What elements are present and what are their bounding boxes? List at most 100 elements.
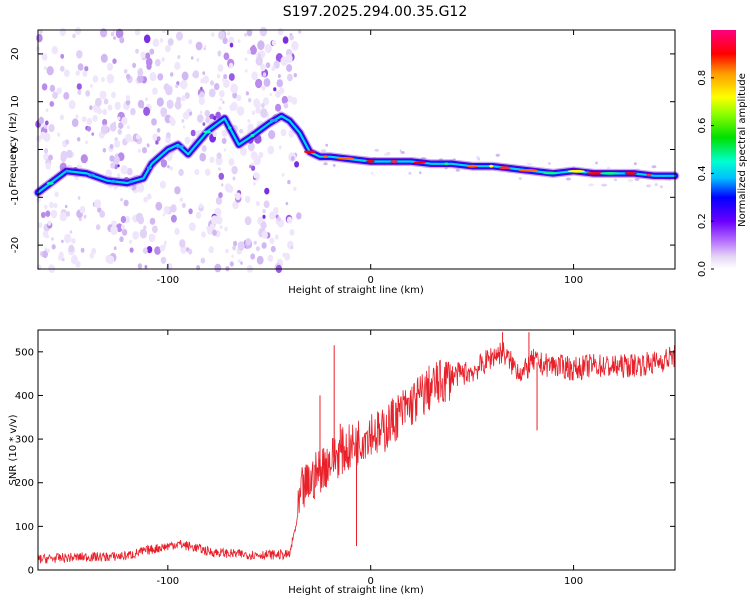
- spectrogram-hot-spot: [175, 145, 184, 149]
- spectrogram-noise-blob: [109, 122, 117, 132]
- spectrogram-noise-blob: [40, 211, 46, 219]
- spectrogram-noise-blob: [113, 36, 116, 40]
- snr-y-label: SNR (10 * v/v): [8, 414, 19, 485]
- spectrogram-noise-blob: [68, 244, 75, 253]
- spectrogram-noise-blob: [107, 63, 113, 71]
- spectrogram-noise-blob: [162, 213, 166, 217]
- spectrogram-noise-blob: [229, 261, 234, 267]
- spectrogram-noise-blob: [275, 103, 282, 112]
- spectrogram-noise-blob: [267, 145, 275, 155]
- spectrogram-noise-blob: [117, 173, 121, 178]
- spectrogram-noise-blob: [200, 86, 203, 90]
- spectrogram-hot-spot: [336, 157, 354, 160]
- spectrogram-noise-blob: [332, 163, 336, 167]
- spectrogram-noise-blob: [286, 216, 293, 224]
- spectrogram-noise-blob: [200, 257, 206, 264]
- spectrogram-noise-blob: [45, 162, 51, 170]
- spectrogram-noise-blob: [91, 247, 97, 255]
- spectrogram-noise-blob: [143, 34, 151, 44]
- spectrogram-noise-blob: [197, 114, 204, 123]
- spectrogram-noise-blob: [244, 216, 252, 226]
- spectrogram-noise-blob: [131, 216, 135, 220]
- spectrogram-noise-blob: [222, 37, 228, 45]
- spectrogram-noise-blob: [148, 233, 156, 243]
- spectrogram-noise-blob: [202, 71, 206, 75]
- spectrogram-noise-blob: [232, 201, 239, 210]
- spectrogram-noise-blob: [204, 45, 207, 49]
- spectrogram-noise-blob: [287, 179, 291, 185]
- spectrogram-noise-blob: [146, 143, 150, 148]
- spectrogram-noise-blob: [114, 139, 121, 148]
- spectrogram-noise-blob: [149, 48, 155, 55]
- spectrogram-hot-spot: [203, 130, 212, 134]
- spectrogram-noise-blob: [232, 176, 236, 181]
- spectrogram-noise-blob: [211, 32, 215, 37]
- spectrogram-noise-blob: [199, 110, 203, 115]
- spectrogram-noise-blob: [271, 39, 277, 46]
- spectrogram-noise-blob: [245, 238, 252, 246]
- spectrogram-noise-blob: [518, 177, 522, 180]
- spectrogram-noise-blob: [152, 133, 159, 141]
- spectrogram-noise-blob: [399, 149, 402, 153]
- spectrogram-noise-blob: [155, 140, 159, 145]
- spectrogram-noise-blob: [77, 196, 81, 200]
- spectrogram-noise-blob: [214, 207, 222, 217]
- spectrogram-noise-blob: [231, 254, 234, 258]
- spectrogram-noise-blob: [119, 236, 124, 243]
- spectrogram-noise-blob: [236, 106, 245, 116]
- spectrogram-noise-blob: [627, 179, 634, 182]
- spectrogram-noise-blob: [254, 101, 261, 109]
- spectrogram-noise-blob: [165, 44, 171, 53]
- spectrogram-noise-blob: [276, 79, 283, 88]
- spectrogram-noise-blob: [212, 229, 217, 236]
- spectrogram-noise-blob: [176, 31, 183, 41]
- spectrogram-noise-blob: [286, 64, 293, 72]
- spectrogram-noise-blob: [154, 246, 161, 255]
- spectrogram-noise-blob: [65, 139, 70, 145]
- spectrogram-noise-blob: [48, 124, 55, 133]
- spectrogram-noise-blob: [110, 32, 115, 37]
- spectrogram-noise-blob: [85, 140, 88, 145]
- spectrogram-noise-blob: [265, 62, 271, 69]
- spectrogram-noise-blob: [189, 111, 193, 116]
- spectrogram-noise-blob: [51, 45, 58, 55]
- spectrogram-hot-spot: [567, 169, 586, 173]
- spectrogram-hot-spot: [585, 172, 604, 175]
- spectrogram-noise-blob: [174, 227, 180, 235]
- spectrogram-noise-blob: [100, 53, 108, 63]
- spectrogram-noise-blob: [36, 33, 43, 43]
- spectrogram-noise-blob: [180, 79, 188, 90]
- spectrogram-noise-blob: [143, 106, 151, 116]
- spectrogram-noise-blob: [223, 74, 228, 80]
- spectrogram-hot-spot: [228, 126, 232, 130]
- spectrogram-noise-blob: [135, 212, 144, 223]
- spectrogram-noise-blob: [178, 82, 182, 86]
- spectrogram-noise-blob: [163, 83, 170, 92]
- spectrogram-noise-blob: [174, 61, 181, 70]
- spectrogram-noise-blob: [320, 149, 327, 153]
- spectrogram-noise-blob: [163, 206, 170, 215]
- spectrogram-noise-blob: [218, 172, 225, 180]
- colorbar-gradient: [711, 30, 736, 269]
- spectrogram-noise-blob: [291, 41, 299, 51]
- spectrogram-noise-blob: [95, 97, 102, 107]
- spectrogram-noise-blob: [126, 125, 130, 129]
- spectrogram-noise-blob: [154, 59, 161, 67]
- spectrogram-noise-blob: [291, 97, 298, 105]
- spectrogram-noise-blob: [289, 34, 294, 41]
- spectrogram-noise-blob: [281, 172, 285, 177]
- spectrogram-noise-blob: [264, 43, 272, 54]
- spectrogram-noise-blob: [325, 143, 329, 147]
- spectrogram-noise-blob: [60, 154, 67, 163]
- spectrogram-noise-blob: [216, 74, 221, 79]
- spectrogram-noise-blob: [99, 210, 106, 218]
- spectrogram-noise-blob: [61, 239, 64, 243]
- spectrogram-noise-blob: [606, 166, 611, 170]
- spectrogram-noise-blob: [595, 161, 598, 165]
- spectrogram-noise-blob: [169, 116, 174, 123]
- spectrogram-noise-blob: [250, 49, 254, 53]
- spectrogram-noise-blob: [48, 154, 53, 161]
- spectrogram-noise-blob: [44, 204, 48, 210]
- spectrogram-noise-blob: [110, 225, 118, 235]
- spectrogram-noise-blob: [208, 88, 216, 98]
